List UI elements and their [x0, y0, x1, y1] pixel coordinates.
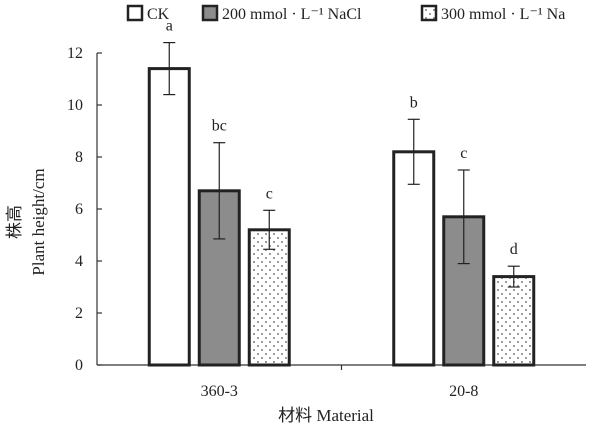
- legend-label: 300 mmol · L⁻¹ Na: [441, 6, 565, 23]
- x-category-label: 20-8: [449, 383, 478, 400]
- significance-label: bc: [212, 118, 227, 135]
- legend-swatch: [126, 4, 144, 22]
- y-tick-label: 6: [75, 201, 83, 218]
- significance-label: c: [266, 185, 273, 202]
- y-tick-label: 0: [75, 357, 83, 374]
- legend-swatch: [201, 4, 219, 22]
- y-axis-title: Plant height/cm: [29, 168, 48, 275]
- legend-label: CK: [147, 6, 170, 23]
- legend: CK 200 mmol · L⁻¹ NaCl 300 mmol · L⁻¹ Na: [126, 4, 565, 23]
- significance-label: b: [410, 94, 418, 111]
- y-tick-label: 10: [67, 97, 83, 114]
- y-axis: 0 2 4 6 8 10 12: [67, 45, 102, 374]
- x-axis-title: 材料 Material: [278, 406, 374, 425]
- bar: [247, 228, 291, 367]
- y-axis-title-cn: 株高: [5, 205, 24, 239]
- y-tick-label: 2: [75, 305, 83, 322]
- x-category-label: 360-3: [201, 383, 238, 400]
- bar: [147, 67, 191, 367]
- bar: [492, 275, 536, 367]
- x-axis: 360-3 20-8: [97, 364, 586, 400]
- y-tick-label: 12: [67, 45, 83, 62]
- significance-label: a: [166, 18, 173, 35]
- significance-label: d: [510, 241, 518, 258]
- legend-swatch: [420, 4, 438, 22]
- y-tick-label: 4: [75, 253, 83, 270]
- legend-label: 200 mmol · L⁻¹ NaCl: [222, 6, 362, 23]
- y-tick-label: 8: [75, 149, 83, 166]
- significance-label: c: [460, 145, 467, 162]
